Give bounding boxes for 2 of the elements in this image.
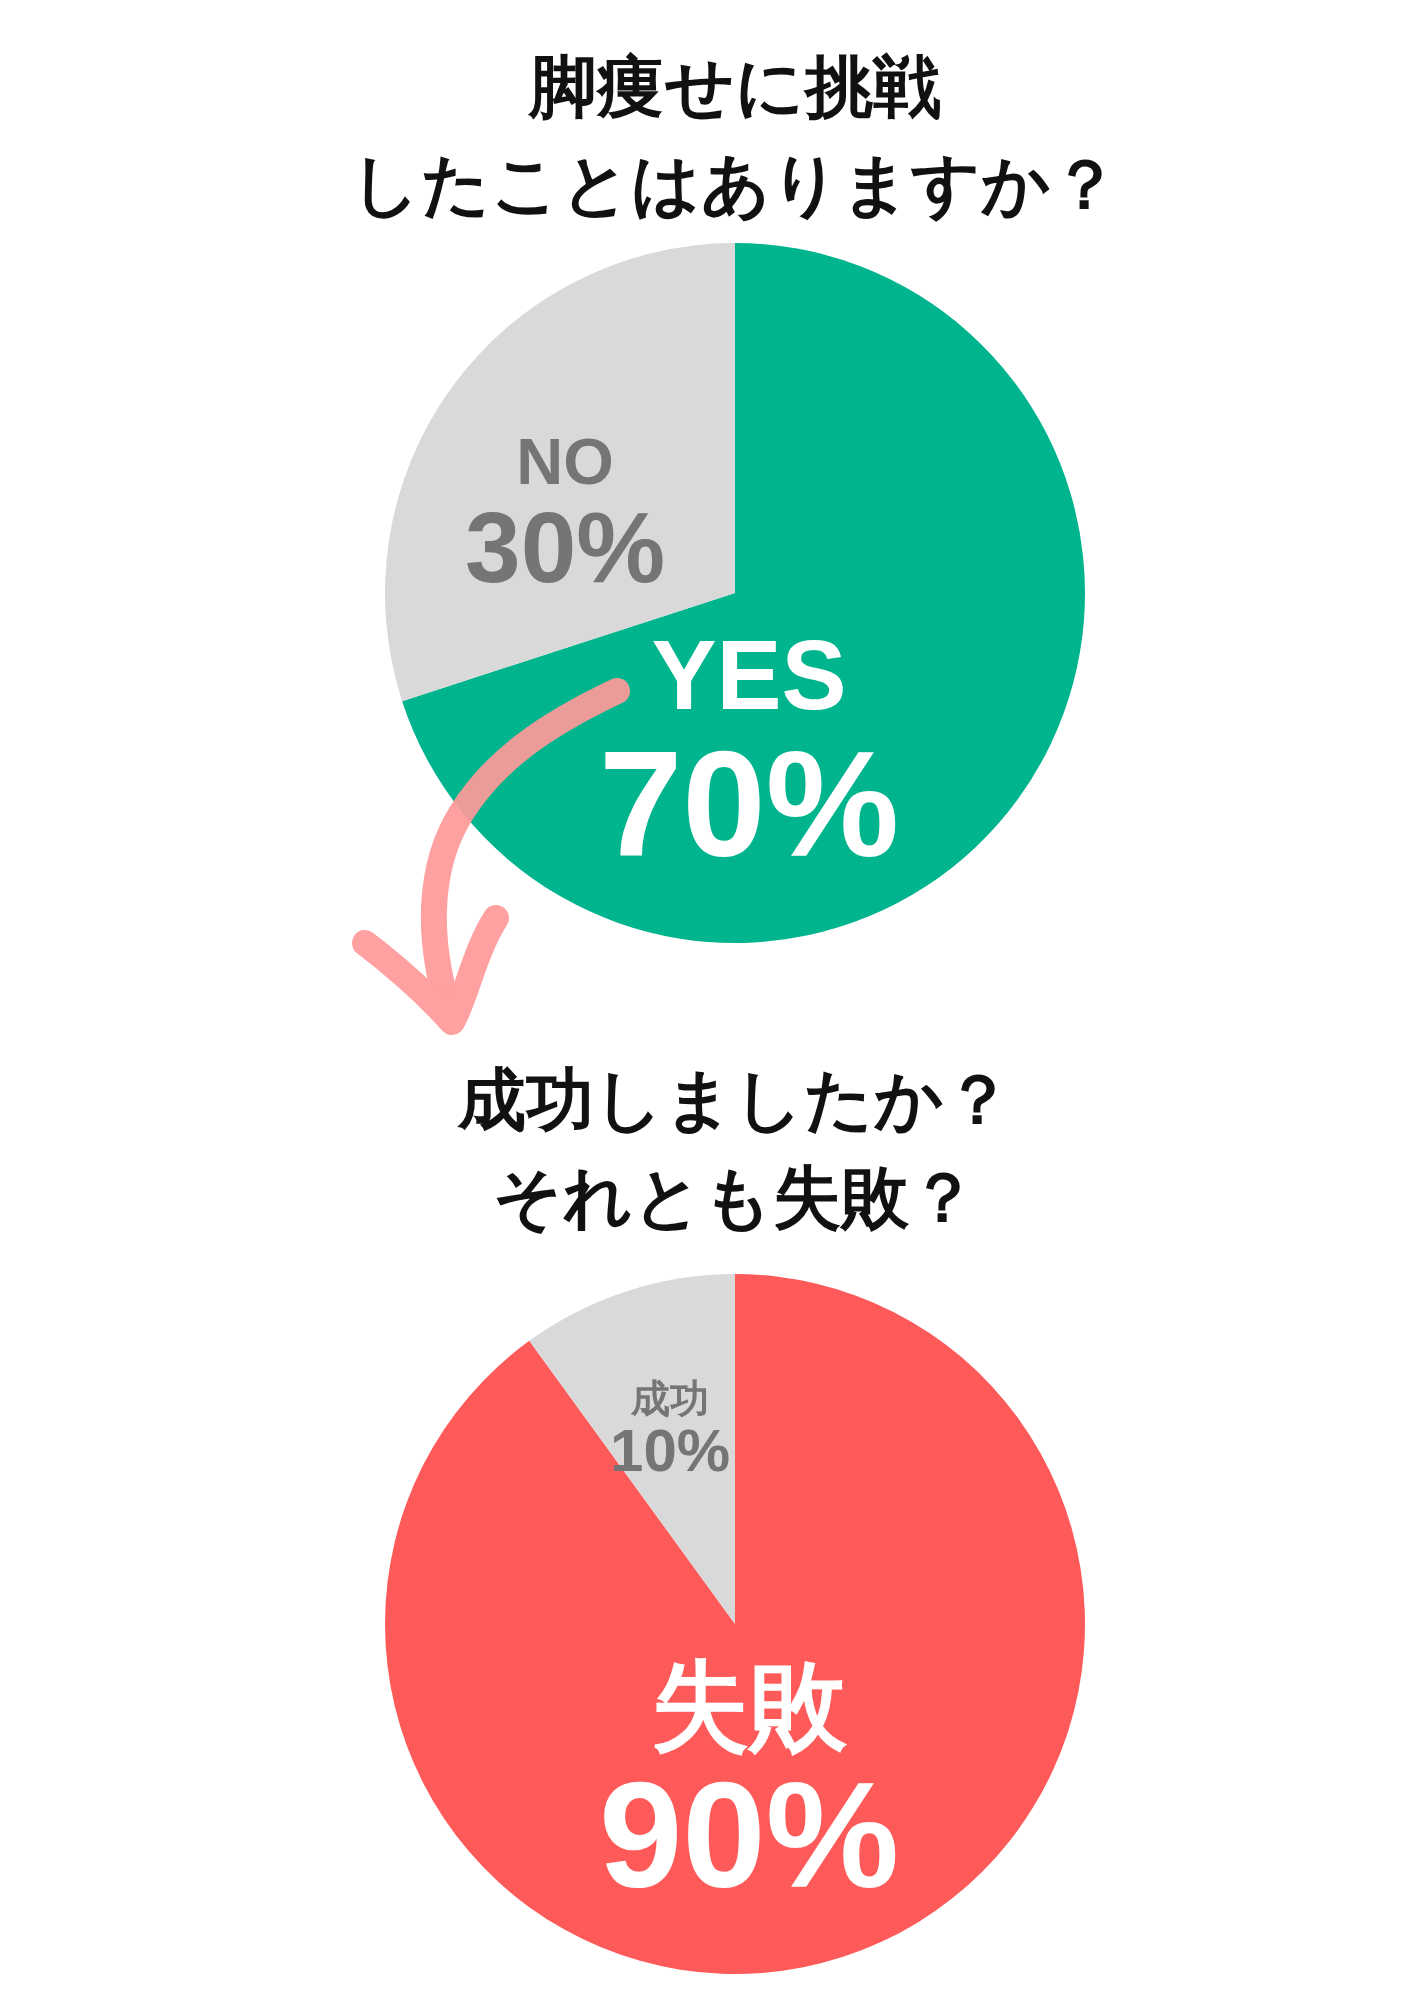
title: 脚痩せに挑戦したことはありますか？ xyxy=(351,48,1119,222)
title: 成功しましたか？それとも失敗？ xyxy=(458,1061,1012,1235)
